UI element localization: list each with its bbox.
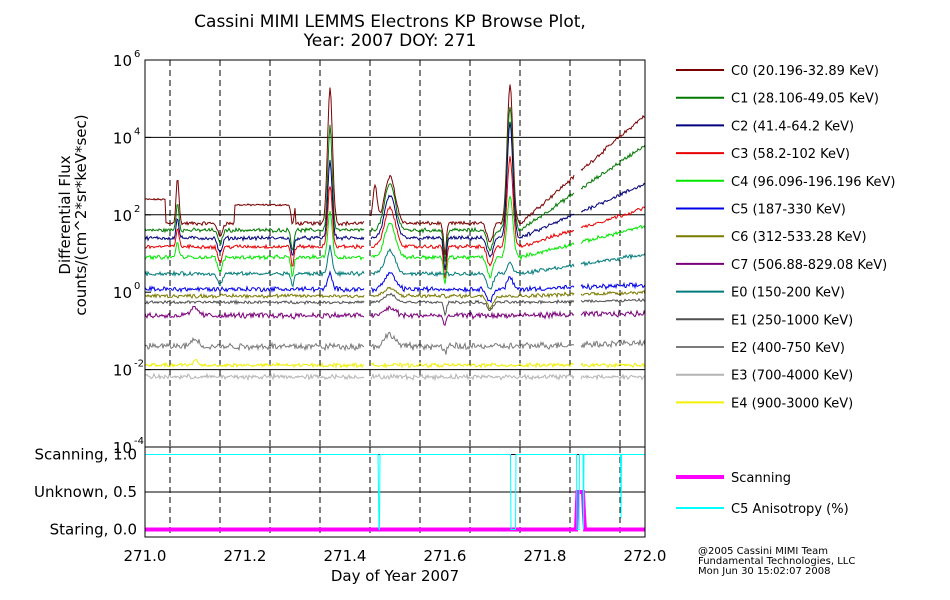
svg-text:10: 10 xyxy=(113,207,132,225)
footer-company: Fundamental Technologies, LLC xyxy=(698,556,855,567)
svg-text:10: 10 xyxy=(113,52,132,70)
series-line xyxy=(144,286,646,310)
y-tick-label: 10 0 xyxy=(113,281,151,302)
legend-label: Scanning xyxy=(731,471,791,486)
y-tick-label: Unknown, 0.5 xyxy=(34,483,137,501)
series-line xyxy=(144,292,646,317)
legend-item: C1 (28.106-49.05 KeV) xyxy=(676,92,879,107)
series-line xyxy=(144,84,646,256)
bottom-panel: Staring, 0.0 Unknown, 0.5 Scanning, 1.0 27… xyxy=(34,446,667,566)
legend-label: E0 (150-200 KeV) xyxy=(731,286,845,301)
legend-label: C7 (506.88-829.08 KeV) xyxy=(731,258,887,273)
legend-item: C7 (506.88-829.08 KeV) xyxy=(676,258,887,273)
y-tick-label: 10 -2 xyxy=(113,359,151,380)
svg-text:6: 6 xyxy=(134,49,140,60)
y-axis-label-line1: Differential Flux xyxy=(56,155,74,274)
legend-label: C4 (96.096-196.196 KeV) xyxy=(731,175,895,190)
legend-item: C0 (20.196-32.89 KeV) xyxy=(676,64,879,79)
y-axis-label: Differential Flux counts/(cm^2*sr*keV*se… xyxy=(56,114,90,315)
series-line xyxy=(144,244,646,290)
legend: C0 (20.196-32.89 KeV) C1 (28.106-49.05 Ke… xyxy=(676,64,895,411)
x-axis-label: Day of Year 2007 xyxy=(331,567,459,585)
x-tick-label: 272.0 xyxy=(624,547,667,565)
series-line xyxy=(144,269,646,304)
svg-text:4: 4 xyxy=(134,126,140,137)
bottom-series-group xyxy=(145,454,645,532)
svg-text:-2: -2 xyxy=(134,359,144,370)
svg-text:-4: -4 xyxy=(134,436,144,447)
legend-item: C2 (41.4-64.2 KeV) xyxy=(676,119,854,134)
y-tick-label: Scanning, 1.0 xyxy=(34,446,137,464)
series-line xyxy=(144,331,646,355)
legend-item: E4 (900-3000 KeV) xyxy=(676,396,853,411)
series-line xyxy=(144,156,646,279)
x-ticks: 271.0 271.2 271.4 271.6 271.8 272.0 xyxy=(124,547,667,565)
svg-text:2: 2 xyxy=(134,204,140,215)
x-tick-label: 271.4 xyxy=(324,547,367,565)
svg-text:10: 10 xyxy=(113,362,132,380)
x-tick-label: 271.0 xyxy=(124,547,167,565)
series-line xyxy=(144,372,646,382)
y-axis-label-line2: counts/(cm^2*sr*keV*sec) xyxy=(72,114,90,315)
legend-label: C6 (312-533.28 KeV) xyxy=(731,230,867,245)
series-line xyxy=(144,106,646,262)
svg-text:10: 10 xyxy=(113,439,132,457)
svg-text:10: 10 xyxy=(113,284,132,302)
svg-text:0: 0 xyxy=(134,281,140,292)
legend-label: E1 (250-1000 KeV) xyxy=(731,313,853,328)
legend-item: E1 (250-1000 KeV) xyxy=(676,313,853,328)
legend-item: C5 Anisotropy (%) xyxy=(676,502,849,517)
legend-item: C5 (187-330 KeV) xyxy=(676,203,846,218)
legend-label: C1 (28.106-49.05 KeV) xyxy=(731,92,879,107)
bottom-y-ticks: Staring, 0.0 Unknown, 0.5 Scanning, 1.0 xyxy=(34,446,137,539)
anisotropy-line xyxy=(145,454,645,530)
footer-date: Mon Jun 30 15:02:07 2008 xyxy=(698,566,831,577)
x-tick-label: 271.2 xyxy=(224,547,267,565)
legend-item: C3 (58.2-102 KeV) xyxy=(676,147,850,162)
series-line xyxy=(144,195,646,284)
footer-credit: @2005 Cassini MIMI Team xyxy=(698,546,828,557)
legend-item: C4 (96.096-196.196 KeV) xyxy=(676,175,895,190)
series-line xyxy=(144,358,646,370)
legend-label: E2 (400-750 KeV) xyxy=(731,341,845,356)
bottom-grid xyxy=(145,447,645,537)
chart-title: Cassini MIMI LEMMS Electrons KP Browse P… xyxy=(194,12,586,32)
legend-label: C3 (58.2-102 KeV) xyxy=(731,147,850,162)
legend-label: C2 (41.4-64.2 KeV) xyxy=(731,119,854,134)
legend-label: E3 (700-4000 KeV) xyxy=(731,369,853,384)
series-line xyxy=(144,305,646,326)
top-grid xyxy=(145,60,645,447)
legend-label: C5 (187-330 KeV) xyxy=(731,203,846,218)
legend-item: E3 (700-4000 KeV) xyxy=(676,369,853,384)
x-tick-label: 271.8 xyxy=(524,547,567,565)
legend-item: E0 (150-200 KeV) xyxy=(676,286,845,301)
legend-label: C0 (20.196-32.89 KeV) xyxy=(731,64,879,79)
y-tick-label: 10 2 xyxy=(113,204,151,225)
legend-label: C5 Anisotropy (%) xyxy=(731,502,849,517)
legend-item: Scanning xyxy=(676,471,791,486)
legend-item: C6 (312-533.28 KeV) xyxy=(676,230,867,245)
legend-bottom: Scanning C5 Anisotropy (%) xyxy=(676,471,849,517)
y-tick-label: 10 4 xyxy=(113,126,151,147)
x-tick-label: 271.6 xyxy=(424,547,467,565)
legend-item: E2 (400-750 KeV) xyxy=(676,341,845,356)
y-tick-label: 10 6 xyxy=(113,49,151,70)
chart-subtitle: Year: 2007 DOY: 271 xyxy=(303,31,477,51)
series-line xyxy=(144,121,646,271)
legend-label: E4 (900-3000 KeV) xyxy=(731,396,853,411)
top-series-group xyxy=(144,84,646,382)
y-tick-label: Staring, 0.0 xyxy=(50,521,137,539)
bottom-plot-frame xyxy=(144,446,646,538)
svg-text:10: 10 xyxy=(113,129,132,147)
